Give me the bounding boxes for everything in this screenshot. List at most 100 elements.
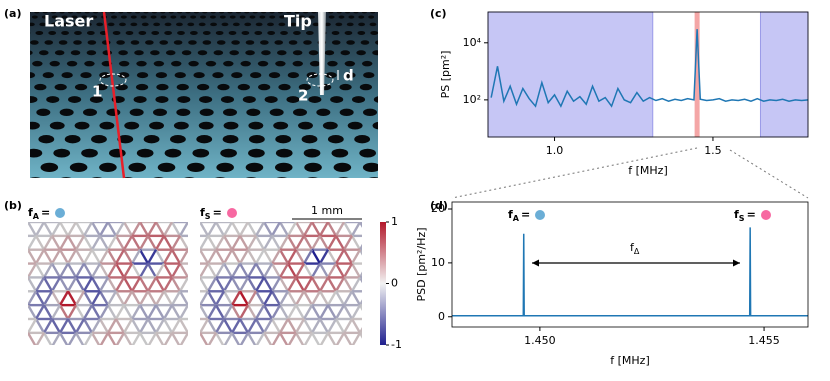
lattice-beam — [246, 304, 258, 320]
hole — [259, 15, 266, 19]
lattice-beam — [200, 290, 210, 306]
hole — [254, 30, 263, 36]
data-line — [490, 29, 809, 108]
lattice-beam — [90, 290, 102, 306]
lattice-beam — [200, 222, 201, 223]
lattice-beam — [230, 249, 242, 265]
lattice-beam — [214, 332, 225, 345]
lattice-beam — [116, 361, 124, 375]
lattice-beam — [163, 332, 174, 345]
lattice-beam — [106, 222, 109, 223]
hole — [109, 12, 115, 14]
lattice-beam — [154, 222, 157, 223]
subscript: A — [513, 214, 520, 223]
hole — [35, 30, 44, 36]
lattice-beam — [90, 332, 101, 345]
lattice-beam — [74, 262, 86, 279]
lattice-beam — [162, 276, 174, 292]
lattice-beam — [20, 347, 28, 361]
lattice-beam — [358, 299, 362, 306]
hole — [61, 15, 68, 19]
hole — [86, 30, 95, 36]
hole — [308, 96, 322, 103]
lattice-beam — [67, 332, 78, 345]
lattice-beam — [172, 361, 180, 375]
lattice-beam — [178, 290, 188, 306]
lattice-beam — [178, 276, 188, 292]
lattice-beam — [350, 235, 362, 251]
lattice-beam — [318, 235, 330, 251]
lattice-beam — [92, 347, 100, 361]
hole — [116, 40, 125, 45]
hole — [171, 60, 182, 67]
lattice-beam — [222, 249, 234, 265]
lattice-beam — [186, 277, 188, 280]
hole — [278, 22, 286, 27]
lattice-beam — [106, 235, 118, 251]
lattice-beam — [326, 222, 338, 237]
lattice-beam — [130, 222, 142, 237]
panel-label: (b) — [4, 199, 22, 212]
hole — [59, 108, 74, 117]
lattice-beam — [106, 276, 118, 292]
lattice-beam — [342, 249, 354, 265]
lattice-beam — [178, 249, 188, 265]
hole — [246, 108, 261, 117]
hole — [327, 60, 338, 67]
lattice-beam — [147, 332, 158, 345]
hole — [168, 12, 174, 14]
colorbar-tick-label: 0 — [391, 277, 398, 290]
lattice-beam — [76, 361, 84, 375]
suffix: = — [747, 208, 756, 221]
lattice-beam — [162, 235, 174, 251]
lattice-beam — [200, 249, 202, 253]
hole — [308, 15, 315, 19]
lattice-beam — [286, 262, 298, 279]
lattice-beam — [66, 262, 78, 279]
lattice-beam — [206, 262, 218, 279]
hole — [245, 162, 264, 173]
plot-frame — [451, 201, 809, 328]
lattice-beam — [84, 361, 92, 375]
hole — [278, 83, 291, 91]
lattice-beam — [262, 235, 274, 251]
lattice-beam — [238, 222, 250, 237]
lattice-beam — [51, 332, 62, 345]
lattice-beam — [84, 347, 92, 361]
lattice-beam — [334, 276, 346, 292]
lattice-beam — [368, 319, 376, 333]
lattice-beam — [122, 222, 134, 237]
hole — [261, 50, 271, 56]
hole — [181, 50, 192, 56]
delta-label: fΔ — [630, 241, 640, 256]
lattice-beam — [28, 318, 38, 334]
lattice-beam — [122, 249, 134, 265]
lattice-beam — [138, 249, 150, 265]
hole — [31, 15, 38, 19]
lattice-beam — [42, 235, 54, 251]
lattice-beam — [12, 333, 20, 347]
lattice-beam — [294, 332, 305, 345]
lattice-beam — [200, 277, 202, 280]
hole — [74, 30, 82, 36]
lattice-beam — [368, 291, 376, 305]
lattice-beam — [108, 347, 116, 361]
lattice-beam — [360, 347, 368, 361]
lattice-beam — [138, 304, 150, 320]
hole — [173, 40, 183, 45]
arrow-head — [733, 259, 740, 267]
hole — [354, 135, 371, 144]
lattice-beam — [224, 361, 232, 375]
hole — [216, 40, 226, 45]
hole — [363, 72, 375, 79]
lattice-beam — [154, 235, 166, 251]
hole — [190, 15, 197, 19]
hole — [331, 40, 341, 45]
connector — [729, 149, 809, 199]
lattice-beam — [74, 304, 86, 320]
lattice-beam — [214, 262, 226, 279]
lattice-beam — [106, 262, 118, 279]
hole — [30, 32, 31, 34]
lattice-beam — [146, 276, 158, 292]
lattice-beam — [140, 347, 148, 361]
